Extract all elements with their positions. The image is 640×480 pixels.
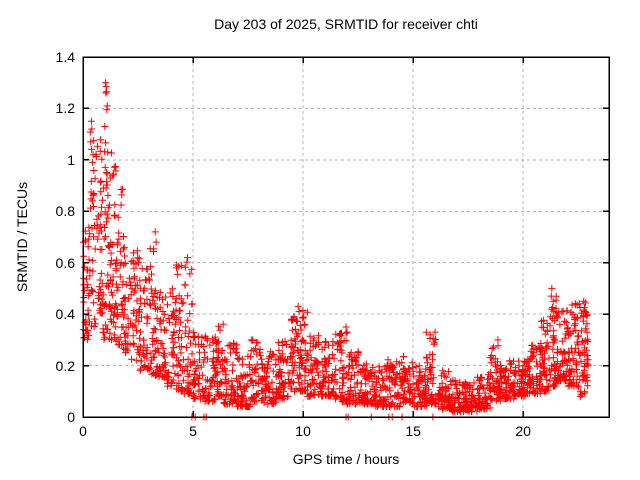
y-tick-label: 0.2 xyxy=(55,357,75,374)
grid-lines xyxy=(83,57,609,417)
y-tick-label: 0.6 xyxy=(55,254,75,271)
x-tick-label: 0 xyxy=(79,423,87,439)
chart-title: Day 203 of 2025, SRMTID for receiver cht… xyxy=(214,16,478,32)
y-tick-label: 1.4 xyxy=(55,49,75,65)
y-axis-label: SRMTID / TECUs xyxy=(14,181,30,293)
x-axis-label: GPS time / hours xyxy=(292,451,400,467)
plot-border xyxy=(82,56,610,418)
x-tick-label: 10 xyxy=(295,423,311,439)
x-tick-label: 20 xyxy=(515,423,531,439)
y-tick-label: 0 xyxy=(67,409,75,425)
x-tick-label: 5 xyxy=(189,423,197,439)
y-tick-label: 1 xyxy=(67,151,75,168)
y-tick-label: 0.8 xyxy=(55,203,75,220)
x-tick-label: 15 xyxy=(405,423,421,439)
y-tick-label: 0.4 xyxy=(55,306,75,323)
y-tick-label: 1.2 xyxy=(55,100,75,117)
data-points xyxy=(79,79,592,421)
